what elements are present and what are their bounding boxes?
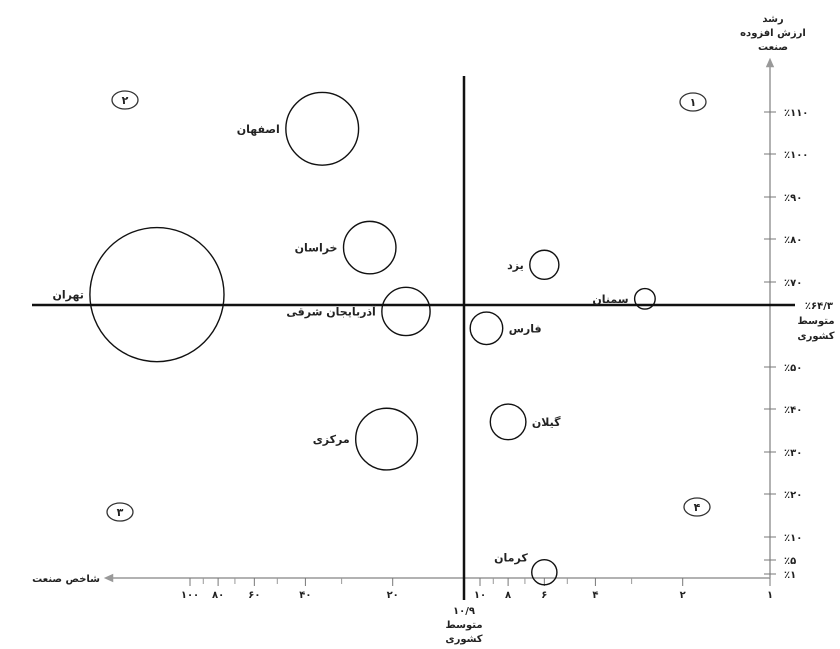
y-tick-label: ٪۵۰ — [784, 363, 802, 374]
bubble-label: تهران — [52, 289, 83, 302]
y-average-value: ٪۶۴/۳ — [805, 301, 833, 312]
x-axis-ticks — [189, 578, 771, 586]
x-tick-label: ۴ — [592, 590, 598, 601]
quadrant-marker-1: ۱ — [679, 92, 707, 112]
bubble-label: فارس — [509, 322, 542, 335]
quadrant-marker-4: ۴ — [683, 497, 711, 517]
y-tick-label: ٪۸۰ — [784, 235, 802, 246]
y-tick-label: ٪۹۰ — [784, 193, 802, 204]
x-tick-label: ۲۰ — [387, 590, 399, 601]
quadrant-marker-3: ۳ — [106, 502, 134, 522]
bubble-label: خراسان — [295, 242, 338, 255]
bubble-label: سمنان — [592, 293, 628, 306]
x-tick-label: ۴۰ — [299, 590, 311, 601]
x-tick-label: ۱۰ — [474, 590, 486, 601]
y-average-caption-2: کشوری — [797, 331, 834, 342]
bubble — [285, 91, 360, 166]
y-axis-tick-labels: ٪۱ ٪۵ ٪۱۰ ٪۲۰ ٪۳۰ ٪۴۰ ٪۵۰ ٪۷۰ ٪۸۰ ٪۹۰ ٪۱۰۰ ٪۱۱۰ — [784, 108, 808, 581]
y-axis-title-line-1: رشد — [762, 14, 784, 25]
x-tick-label: ۶ — [541, 590, 547, 601]
bubble — [489, 403, 527, 441]
y-average-caption-1: متوسط — [797, 316, 834, 327]
x-tick-label: ۲ — [680, 590, 686, 601]
bubble — [529, 249, 560, 281]
bubble-label: کرمان — [494, 552, 528, 565]
svg-text:۲: ۲ — [122, 94, 129, 107]
y-axis-ticks — [764, 111, 776, 575]
bubble-label: اصفهان — [237, 123, 280, 136]
quadrant-marker-2: ۲ — [111, 90, 139, 110]
x-average-caption-1: متوسط — [445, 620, 482, 631]
svg-text:۴: ۴ — [694, 501, 701, 514]
y-tick-label: ٪۱۱۰ — [784, 108, 808, 119]
svg-text:۳: ۳ — [117, 506, 124, 519]
bubble — [469, 311, 504, 346]
bubble-label: آذربایجان شرقی — [286, 304, 376, 318]
x-average-caption-2: کشوری — [445, 634, 482, 645]
bubble — [381, 286, 431, 337]
bubble-label: گیلان — [532, 416, 561, 429]
x-tick-label: ۶۰ — [248, 590, 260, 601]
x-axis-tick-labels: ۱۰۰ ۸۰ ۶۰ ۴۰ ۲۰ ۱۰ ۸ ۶ ۴ ۲ ۱ — [181, 590, 773, 601]
y-tick-label: ٪۵ — [784, 556, 796, 567]
svg-text:۱: ۱ — [690, 96, 697, 109]
y-tick-label: ٪۲۰ — [784, 490, 802, 501]
y-axis-title-line-2: ارزش افزوده — [740, 28, 806, 39]
y-tick-label: ٪۳۰ — [784, 448, 802, 459]
bubble-label: یزد — [507, 259, 524, 272]
x-tick-label: ۱۰۰ — [181, 590, 199, 601]
y-tick-label: ٪۱۰ — [784, 533, 802, 544]
x-tick-label: ۸۰ — [212, 590, 224, 601]
bubble — [89, 226, 225, 363]
x-tick-label: ۸ — [505, 590, 511, 601]
x-axis-title: شاخص صنعت — [32, 574, 100, 585]
bubbles: اصفهان خراسان تهران آذربایجان شرقی مرکزی یزد س… — [52, 91, 656, 586]
bubble — [342, 220, 397, 275]
y-axis-title-line-3: صنعت — [758, 42, 788, 53]
y-tick-label: ٪۴۰ — [784, 405, 802, 416]
y-tick-label: ٪۱ — [784, 570, 796, 581]
x-tick-label: ۱ — [767, 590, 773, 601]
bubble — [633, 287, 656, 310]
bubble — [354, 407, 419, 471]
bubble-label: مرکزی — [313, 433, 350, 446]
x-average-value: ۱۰/۹ — [453, 606, 475, 617]
bubble — [531, 558, 558, 586]
y-tick-label: ٪۷۰ — [784, 278, 802, 289]
y-tick-label: ٪۱۰۰ — [784, 150, 808, 161]
